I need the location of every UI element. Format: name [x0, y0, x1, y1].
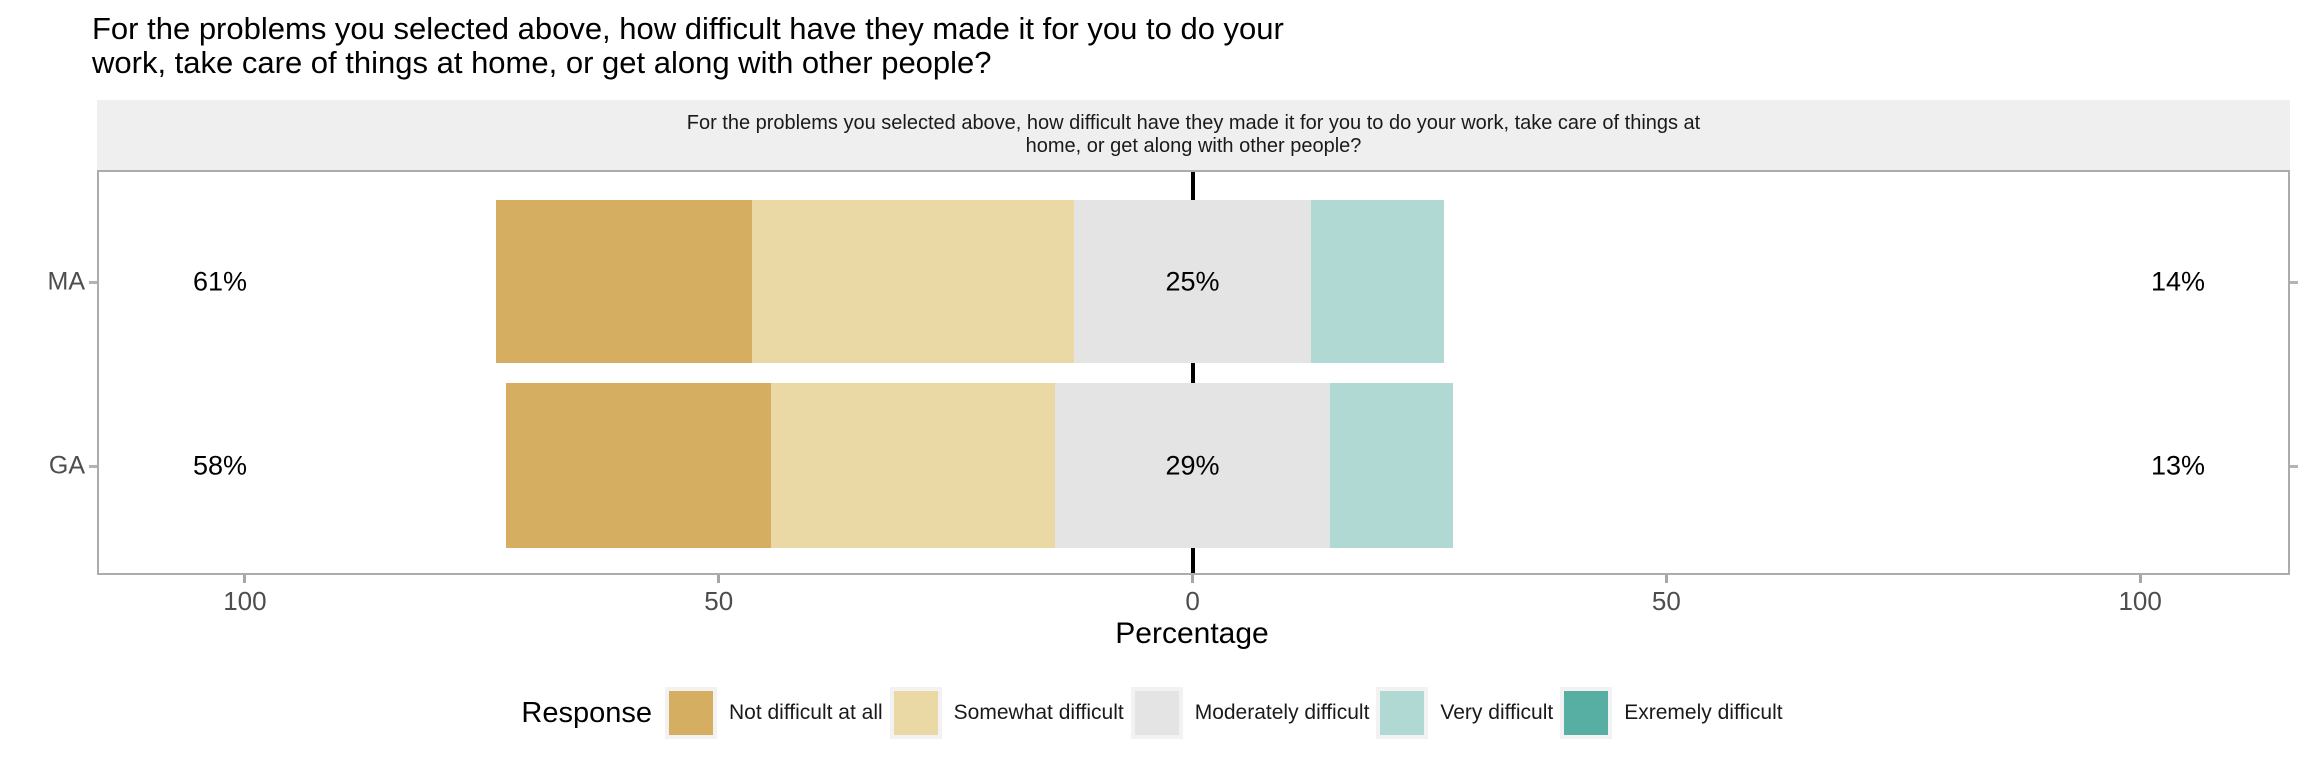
legend-item-2: Somewhat difficult: [889, 687, 1124, 739]
legend-label-4: Very difficult: [1440, 701, 1554, 724]
legend-label-3: Moderately difficult: [1194, 701, 1370, 724]
legend-item-1: Not difficult at all: [664, 687, 883, 739]
bar-row-ma: [99, 200, 2288, 363]
pct-label-neutral-ga: 29%: [1165, 450, 1220, 480]
pct-label-left-total-ma: 61%: [192, 266, 248, 296]
x-tick-0: [243, 575, 247, 583]
bar-segment-ga-1: [505, 383, 771, 548]
legend-title: Response: [521, 696, 652, 729]
bar-segment-ma-3: [1074, 200, 1311, 363]
y-tick-right-ma: [2290, 280, 2298, 284]
bar-segment-ma-1: [496, 200, 752, 363]
legend-swatch-2: [889, 687, 942, 739]
legend-label-5: Exremely difficult: [1624, 701, 1783, 724]
pct-label-right-total-ma: 14%: [2150, 266, 2206, 296]
facet-strip-line1: For the problems you selected above, how…: [686, 112, 1701, 134]
y-tick-right-ga: [2290, 464, 2298, 468]
y-axis-label-ma: MA: [47, 267, 86, 295]
bar-segment-ga-2: [770, 383, 1056, 548]
x-tick-label-4: 100: [2118, 586, 2162, 616]
facet-strip-line2: home, or get along with other people?: [1025, 135, 1362, 157]
legend-label-1: Not difficult at all: [728, 701, 883, 724]
bar-segment-ga-3: [1055, 383, 1330, 548]
x-tick-1: [717, 575, 721, 583]
pct-label-left-total-ga: 58%: [192, 450, 248, 480]
facet-strip: For the problems you selected above, how…: [97, 100, 2290, 170]
bar-segment-ma-4: [1311, 200, 1444, 363]
legend: Response Not difficult at all Somewhat di…: [0, 687, 2304, 739]
y-tick-left-ma: [89, 280, 97, 284]
legend-swatch-1: [664, 687, 717, 739]
y-axis-label-ga: GA: [48, 451, 85, 479]
bar-segment-ma-2: [751, 200, 1075, 363]
y-tick-left-ga: [89, 464, 97, 468]
x-tick-label-0: 100: [223, 586, 267, 616]
bar-row-ga: [99, 383, 2288, 548]
chart-title-line2: work, take care of things at home, or ge…: [92, 45, 992, 80]
legend-label-2: Somewhat difficult: [953, 701, 1124, 724]
zero-reference-line: [1190, 172, 1195, 573]
legend-item-5: Exremely difficult: [1560, 687, 1783, 739]
x-tick-label-1: 50: [704, 586, 734, 616]
legend-item-3: Moderately difficult: [1130, 687, 1370, 739]
chart-title-line1: For the problems you selected above, how…: [92, 11, 1284, 46]
bar-segment-ga-4: [1329, 383, 1454, 548]
x-tick-label-3: 50: [1651, 586, 1681, 616]
x-tick-2: [1191, 575, 1195, 583]
pct-label-right-total-ga: 13%: [2150, 450, 2206, 480]
legend-item-4: Very difficult: [1376, 687, 1554, 739]
x-tick-4: [2138, 575, 2142, 583]
x-tick-3: [1664, 575, 1668, 583]
pct-label-neutral-ma: 25%: [1165, 266, 1220, 296]
legend-swatch-3: [1130, 687, 1183, 739]
plot-panel: 61% 25% 14% 58% 29% 13%: [97, 170, 2290, 575]
x-tick-label-2: 0: [1185, 586, 1200, 616]
legend-swatch-4: [1376, 687, 1429, 739]
x-axis-title: Percentage: [1115, 617, 1269, 650]
chart-title: For the problems you selected above, how…: [92, 12, 1284, 80]
legend-swatch-5: [1560, 687, 1613, 739]
